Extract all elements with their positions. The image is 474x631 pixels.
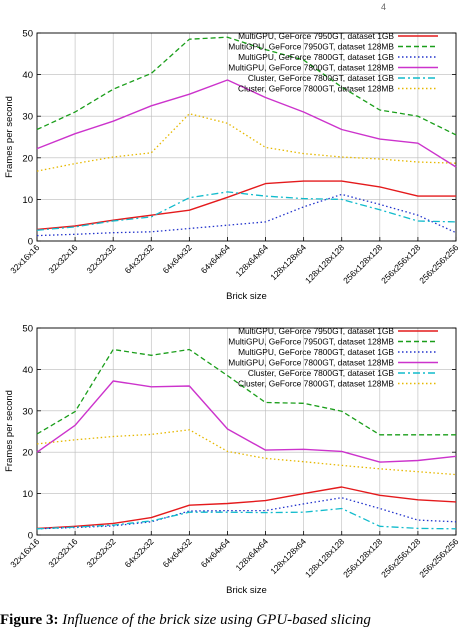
y-tick-label: 10 <box>22 195 33 206</box>
x-tick-label: 256x256x128 <box>379 242 422 285</box>
chart-top: 0 10 20 30 40 50 32x16x16 32x32x16 32x32x32 64x32… <box>4 29 461 303</box>
x-tick-label: 64x32x32 <box>123 242 156 275</box>
plot-frame <box>36 327 457 536</box>
y-tick-label: 0 <box>28 237 33 248</box>
x-axis-label: Brick size <box>226 291 267 302</box>
page-header: 4 <box>0 0 474 20</box>
legend-label: MultiGPU, GeForce 7950GT, dataset 1GB <box>238 326 394 336</box>
x-tick-label: 32x32x32 <box>84 242 117 275</box>
series-line-4 <box>36 79 457 168</box>
x-tick-label: 32x16x16 <box>8 242 41 275</box>
y-tick-label: 20 <box>22 153 33 164</box>
x-tick-label: 256x256x256 <box>417 242 460 285</box>
x-tick-label: 128x64x64 <box>233 242 270 279</box>
series-line-2 <box>36 348 456 436</box>
x-tick-label: 64x64x32 <box>161 242 194 275</box>
legend-label: MultiGPU, GeForce 7800GT, dataset 128MB <box>228 63 394 73</box>
y-tick-label: 10 <box>22 489 33 500</box>
series-line-4 <box>36 380 457 463</box>
x-tick-label: 256x256x256 <box>417 536 460 579</box>
x-tick-label: 32x32x16 <box>46 536 79 569</box>
x-tick-label: 64x64x32 <box>161 536 194 569</box>
x-tick-label: 32x32x16 <box>46 242 79 275</box>
series-line-2 <box>36 36 457 136</box>
x-tick-label: 64x32x32 <box>123 536 156 569</box>
x-tick-label: 256x128x128 <box>341 242 384 285</box>
legend-label: Cluster, GeForce 7800GT, dataset 1GB <box>248 368 395 378</box>
figure-caption: Figure 3: Influence of the brick size us… <box>0 612 474 631</box>
x-tick-label: 32x32x32 <box>84 536 117 569</box>
series-line-3 <box>36 193 457 237</box>
legend-label: MultiGPU, GeForce 7950GT, dataset 128MB <box>228 42 394 52</box>
plot-frame <box>36 32 457 242</box>
series-line-1 <box>36 180 456 231</box>
x-tick-label: 128x128x128 <box>303 536 346 579</box>
legend-label: MultiGPU, GeForce 7800GT, dataset 1GB <box>238 347 394 357</box>
series-line-1 <box>36 486 457 530</box>
series-line-5 <box>36 191 457 231</box>
page-header-mark: 4 <box>380 2 386 12</box>
series-line-6 <box>36 113 457 172</box>
legend-label: MultiGPU, GeForce 7800GT, dataset 1GB <box>238 52 394 62</box>
y-tick-label: 40 <box>22 365 33 376</box>
legend-label: MultiGPU, GeForce 7950GT, dataset 1GB <box>238 31 394 41</box>
x-tick-label: 256x256x128 <box>379 536 422 579</box>
y-axis-label: Frames per second <box>4 390 15 472</box>
x-tick-label: 128x64x64 <box>233 536 270 573</box>
y-axis-label: Frames per second <box>4 96 15 178</box>
y-tick-label: 50 <box>22 29 33 40</box>
y-tick-label: 40 <box>22 70 33 81</box>
x-tick-label: 128x128x64 <box>268 242 308 282</box>
x-tick-label: 32x16x16 <box>8 536 41 569</box>
series-line-6 <box>36 429 457 476</box>
figure-caption-label: Figure 3: <box>0 612 59 628</box>
series-line-5 <box>36 507 457 530</box>
x-tick-label: 64x64x64 <box>199 242 232 275</box>
x-tick-label: 64x64x64 <box>199 536 232 569</box>
x-tick-label: 256x128x128 <box>341 536 384 579</box>
y-tick-label: 0 <box>28 531 33 542</box>
y-tick-label: 30 <box>22 406 33 417</box>
y-tick-label: 30 <box>22 112 33 123</box>
legend-label: Cluster, GeForce 7800GT, dataset 128MB <box>238 379 394 389</box>
figure-caption-text: Influence of the brick size using GPU-ba… <box>58 612 371 628</box>
legend-label: Cluster, GeForce 7800GT, dataset 1GB <box>248 73 395 83</box>
x-tick-label: 128x128x64 <box>268 536 308 576</box>
legend-label: Cluster, GeForce 7800GT, dataset 128MB <box>238 84 394 94</box>
x-tick-label: 128x128x128 <box>303 242 346 285</box>
legend-label: MultiGPU, GeForce 7950GT, dataset 128MB <box>228 337 394 347</box>
legend-label: MultiGPU, GeForce 7800GT, dataset 128MB <box>228 358 394 368</box>
x-axis-label: Brick size <box>226 585 267 596</box>
chart-bottom: 0 10 20 30 40 50 32x16x16 32x32x16 32x32x32 64x32… <box>4 324 461 597</box>
y-tick-label: 20 <box>22 448 33 459</box>
y-tick-label: 50 <box>22 324 33 335</box>
